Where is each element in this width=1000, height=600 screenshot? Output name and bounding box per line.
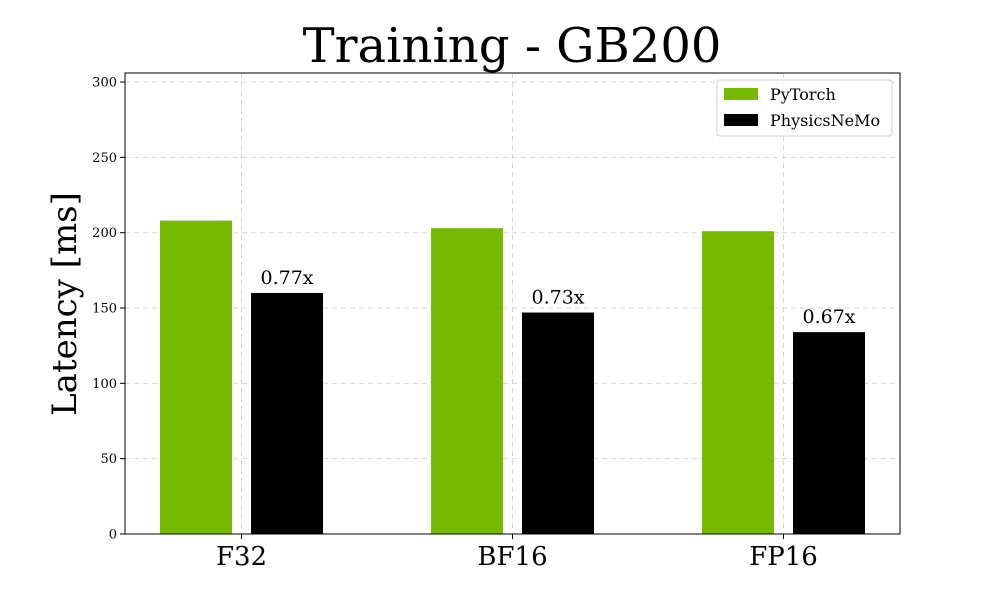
bars [160, 220, 865, 535]
y-tick-label: 150 [92, 302, 117, 317]
y-tick-label: 300 [92, 76, 117, 91]
bar-physicsnemo-bf16 [522, 312, 594, 534]
y-tick-label: 50 [100, 452, 117, 467]
speedup-label: 0.77x [260, 267, 313, 289]
y-tick-label: 0 [109, 528, 117, 543]
legend: PyTorch PhysicsNeMo [716, 79, 893, 137]
bar-pytorch-f32 [160, 220, 232, 535]
x-tick-label: F32 [216, 542, 267, 572]
x-axis-ticks: F32 BF16 FP16 [216, 534, 818, 572]
grid-lines [125, 73, 900, 534]
x-tick-label: FP16 [749, 542, 818, 572]
legend-box [716, 79, 893, 137]
legend-swatch [724, 114, 758, 126]
bar-pytorch-fp16 [702, 231, 774, 534]
bar-pytorch-bf16 [431, 228, 503, 534]
y-tick-label: 200 [92, 226, 117, 241]
legend-swatch [724, 88, 758, 100]
chart-title: Training - GB200 [303, 18, 722, 74]
y-tick-label: 250 [92, 151, 117, 166]
legend-label: PyTorch [770, 85, 836, 104]
x-tick-label: BF16 [477, 542, 547, 572]
speedup-labels: 0.77x 0.73x 0.67x [260, 267, 855, 328]
legend-label: PhysicsNeMo [770, 111, 880, 130]
y-axis-ticks: 0 50 100 150 200 250 300 [92, 76, 125, 543]
speedup-label: 0.73x [531, 287, 584, 309]
speedup-label: 0.67x [802, 306, 855, 328]
y-axis-label: Latency [ms] [45, 192, 85, 416]
bar-physicsnemo-fp16 [793, 332, 865, 534]
bar-physicsnemo-f32 [251, 292, 323, 534]
y-tick-label: 100 [92, 377, 117, 392]
